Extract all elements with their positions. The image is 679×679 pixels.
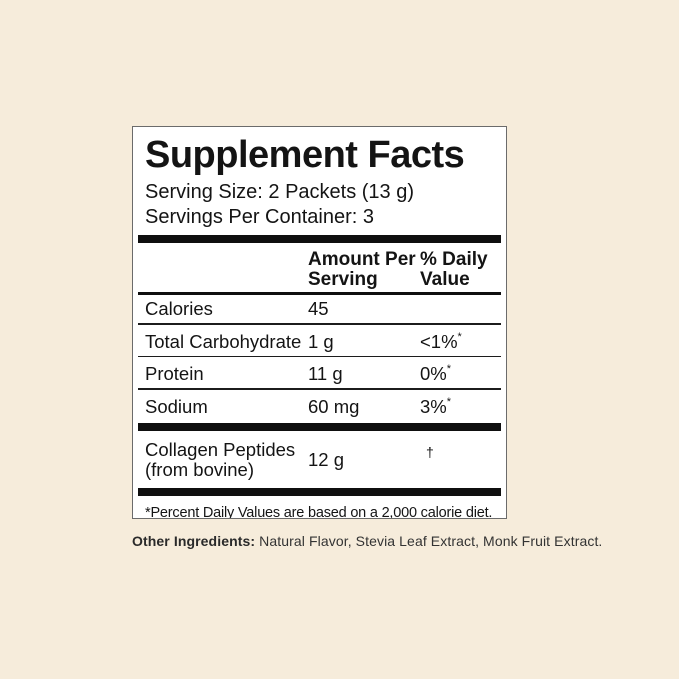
serving-size-line: Serving Size: 2 Packets (13 g) [145, 181, 415, 203]
nutrient-amount: 11 g [308, 363, 343, 385]
nutrient-name: Total Carbohydrate [145, 330, 302, 352]
panel-title: Supplement Facts [145, 134, 465, 176]
nutrient-daily-value: <1%* [420, 330, 462, 352]
ingredient-source: (from bovine) [145, 458, 254, 480]
thick-separator-middle [138, 422, 501, 431]
row-rule [138, 323, 501, 325]
daily-value-dagger: † [426, 443, 434, 460]
footnote-section: *Percent Daily Values are based on a 2,0… [145, 504, 494, 519]
nutrient-row-calories: Calories 45 [138, 295, 501, 323]
footnote-mark: * [145, 504, 151, 519]
servings-per-container-line: Servings Per Container: 3 [145, 206, 375, 228]
nutrient-name: Calories [145, 298, 213, 319]
thick-separator-top [138, 235, 501, 243]
supplement-row-collagen-peptides: Collagen Peptides (from bovine) 12 g † [138, 431, 501, 488]
dv-asterisk: * [457, 330, 462, 343]
column-header-row: Amount Per Serving % Daily Value [138, 243, 501, 292]
ingredient-amount: 12 g [308, 448, 345, 470]
footnote-percent-daily-values: *Percent Daily Values are based on a 2,0… [145, 504, 493, 519]
ingredient-name-block: Collagen Peptides (from bovine) [145, 438, 308, 480]
other-ingredients-label: Other Ingredients: [132, 533, 256, 549]
dv-asterisk: * [446, 395, 452, 408]
nutrient-row-protein: Protein 11 g 0%* [138, 357, 501, 388]
nutrient-row-sodium: Sodium 60 mg 3%* [138, 390, 501, 421]
row-rule [138, 355, 501, 358]
percent-daily-value-header: % Daily Value [420, 249, 488, 290]
header-rule [138, 292, 501, 295]
nutrient-amount: 1 g [308, 330, 334, 352]
supplement-facts-panel: Supplement Facts Serving Size: 2 Packets… [132, 126, 507, 519]
nutrient-row-total-carbohydrate: Total Carbohydrate 1 g <1%* [138, 325, 501, 356]
nutrient-name: Protein [145, 363, 204, 385]
dv-asterisk: * [446, 363, 452, 376]
nutrient-daily-value: 0%* [420, 363, 452, 385]
thick-separator-bottom [138, 487, 501, 496]
nutrient-amount: 45 [308, 298, 329, 319]
nutrient-name: Sodium [145, 395, 208, 417]
nutrient-amount: 60 mg [308, 395, 360, 417]
amount-per-serving-header: Amount Per Serving [308, 249, 416, 290]
ingredient-name: Collagen Peptides [145, 438, 296, 460]
row-rule [138, 388, 501, 390]
other-ingredients-text: Natural Flavor, Stevia Leaf Extract, Mon… [255, 533, 603, 549]
other-ingredients-line: Other Ingredients: Natural Flavor, Stevi… [132, 533, 612, 550]
nutrient-daily-value: 3%* [420, 395, 452, 417]
